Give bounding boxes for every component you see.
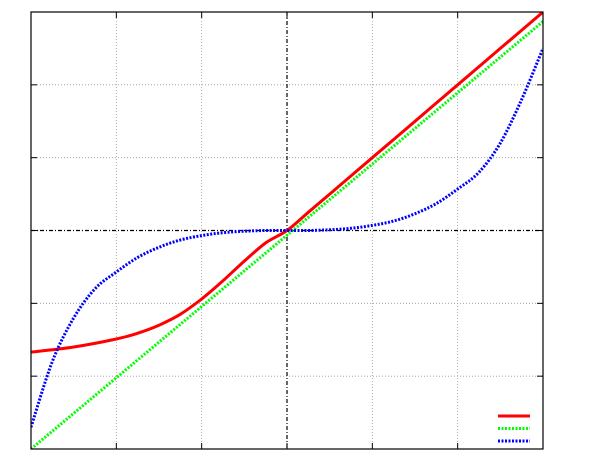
plot-border (30, 11, 544, 450)
series-line-2 (31, 20, 543, 449)
plot-frame (30, 11, 544, 450)
series-lines (31, 12, 543, 449)
legend (498, 414, 530, 443)
series-line-1 (31, 12, 543, 354)
series-line-3 (31, 47, 543, 428)
